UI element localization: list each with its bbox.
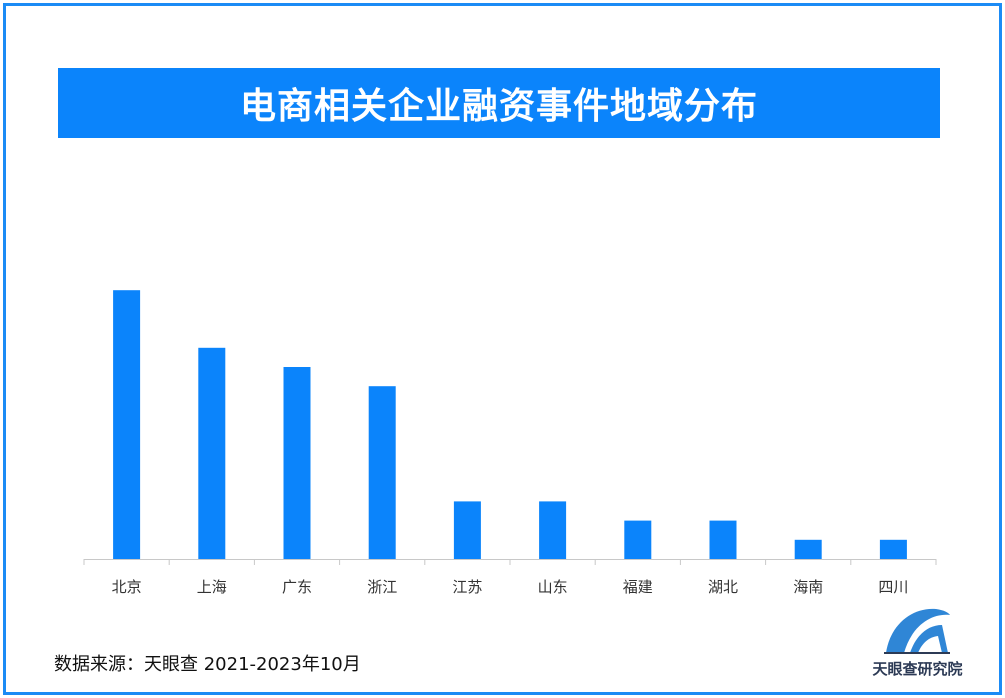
x-tick-label: 湖北 <box>708 578 738 596</box>
bar-0 <box>113 290 141 559</box>
x-tick-labels: 北京 上海 广东 浙江 江苏 山东 福建 湖北 海南 四川 <box>112 578 909 596</box>
data-source-note: 数据来源：天眼查 2021-2023年10月 <box>54 654 361 675</box>
title-banner: 电商相关企业融资事件地域分布 <box>58 68 940 138</box>
tianyancha-logo-icon <box>884 608 950 654</box>
bar-series <box>113 290 907 559</box>
chart-title: 电商相关企业融资事件地域分布 <box>239 86 758 127</box>
bar-8 <box>794 539 822 559</box>
bar-3 <box>368 386 396 559</box>
x-axis-ticks <box>83 559 937 565</box>
x-tick-label: 北京 <box>112 578 142 596</box>
bar-2 <box>283 367 311 559</box>
bar-6 <box>624 520 652 559</box>
x-tick-label: 浙江 <box>367 578 397 596</box>
bar-7 <box>709 520 737 559</box>
x-tick-label: 上海 <box>197 578 227 596</box>
x-tick-label: 广东 <box>282 578 312 596</box>
bar-9 <box>879 539 907 559</box>
x-tick-label: 海南 <box>793 578 823 596</box>
tianyancha-logo: 天眼查研究院 <box>860 603 975 683</box>
x-tick-label: 福建 <box>623 578 653 596</box>
x-tick-label: 山东 <box>538 578 568 596</box>
bar-5 <box>539 501 567 559</box>
bar-4 <box>453 501 481 559</box>
x-tick-label: 四川 <box>878 578 908 596</box>
logo-text: 天眼查研究院 <box>872 660 963 678</box>
x-tick-label: 江苏 <box>452 578 482 596</box>
bar-1 <box>198 347 226 559</box>
